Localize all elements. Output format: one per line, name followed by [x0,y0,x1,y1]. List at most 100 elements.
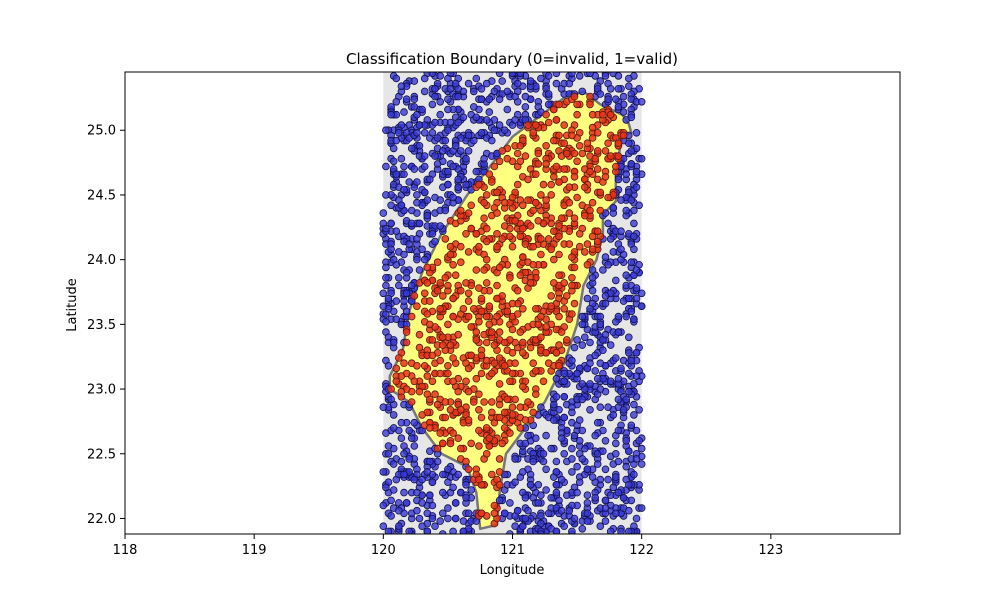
point-invalid [586,380,594,388]
point-invalid [444,167,452,176]
point-valid [588,110,597,119]
point-valid [482,191,491,199]
point-invalid [583,491,592,500]
point-invalid [382,273,390,282]
point-invalid [549,400,558,409]
point-valid [436,369,445,378]
point-invalid [400,250,408,259]
point-invalid [431,237,439,246]
point-valid [518,253,527,261]
point-valid [565,209,574,217]
point-invalid [544,509,553,518]
point-valid [562,292,571,300]
point-invalid [379,209,388,217]
point-valid [560,304,568,313]
point-invalid [382,126,390,134]
point-valid [529,206,537,215]
point-valid [547,292,555,300]
point-valid [526,343,535,352]
point-valid [508,369,517,378]
point-invalid [511,92,519,101]
point-valid [547,245,555,254]
point-invalid [573,369,581,378]
point-invalid [606,491,615,500]
point-invalid [630,232,638,241]
point-invalid [410,95,419,103]
point-valid [454,330,463,339]
point-invalid [400,449,408,458]
point-invalid [420,162,429,171]
point-invalid [433,457,442,466]
point-invalid [542,486,550,494]
point-valid [555,341,563,349]
point-valid [469,398,478,406]
point-invalid [614,457,623,466]
point-invalid [428,129,437,137]
point-invalid [614,488,623,497]
point-invalid [407,219,416,228]
plot-area [125,72,900,534]
point-valid [482,224,491,233]
point-invalid [604,475,612,484]
point-invalid [477,95,486,103]
point-valid [534,217,543,225]
point-valid [529,260,537,269]
point-valid [467,351,476,360]
point-valid [560,279,568,287]
point-invalid [632,426,641,435]
point-invalid [413,129,421,137]
point-valid [604,193,612,202]
point-invalid [420,188,429,197]
point-invalid [627,356,636,365]
point-valid [482,424,491,432]
point-valid [462,230,470,238]
point-invalid [588,273,597,282]
point-invalid [384,527,393,534]
point-invalid [379,468,388,476]
point-invalid [596,359,605,368]
point-invalid [606,341,615,349]
point-invalid [537,74,545,83]
point-valid [449,260,457,269]
point-valid [475,405,483,414]
point-invalid [379,289,388,298]
point-invalid [495,121,504,129]
point-invalid [462,493,470,502]
point-valid [524,175,532,184]
point-invalid [400,170,408,179]
point-invalid [451,142,460,150]
point-valid [413,302,421,311]
point-valid [464,416,473,424]
point-valid [560,139,568,148]
point-valid [464,465,473,474]
point-invalid [469,103,478,111]
point-invalid [407,281,416,290]
point-valid [513,149,522,158]
point-valid [565,198,574,207]
point-valid [537,312,545,321]
point-valid [555,222,563,230]
point-invalid [586,72,594,78]
point-invalid [575,478,584,487]
point-valid [516,424,525,432]
point-invalid [444,504,452,512]
point-valid [441,273,450,282]
point-invalid [444,514,452,523]
point-valid [490,501,499,510]
point-valid [578,149,587,158]
point-invalid [436,110,445,119]
point-invalid [568,356,576,365]
point-valid [555,100,563,109]
point-invalid [611,473,620,481]
point-invalid [578,320,587,329]
point-valid [444,320,452,329]
point-valid [456,258,465,267]
point-invalid [410,103,419,111]
point-invalid [560,449,568,458]
point-invalid [624,333,633,342]
point-invalid [570,431,579,440]
point-valid [441,398,450,406]
point-invalid [632,514,641,523]
point-valid [575,142,584,150]
point-invalid [614,72,623,80]
